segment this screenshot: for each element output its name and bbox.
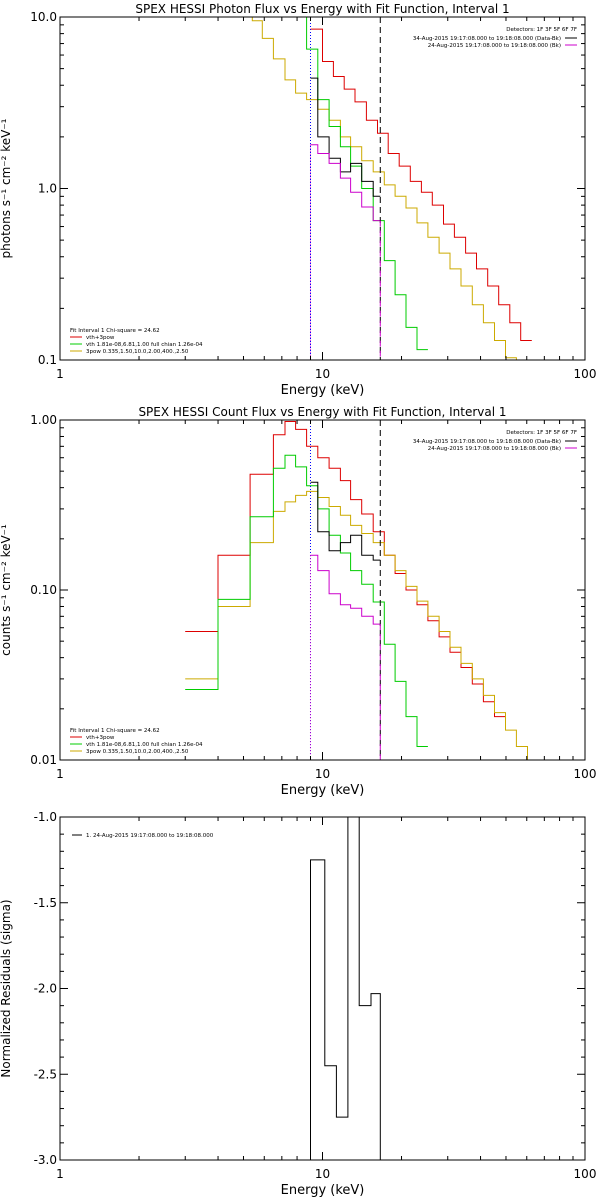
y-axis-label: counts s⁻¹ cm⁻² keV⁻¹ xyxy=(0,524,13,656)
legend-header: Detectors: 1F 3F 5F 6F 7F xyxy=(506,430,577,436)
legend-entry: 24-Aug-2015 19:17:08.000 to 19:18:08.000… xyxy=(428,43,561,49)
plot-frame xyxy=(59,419,586,761)
y-tick-label: -3.0 xyxy=(34,1153,57,1167)
y-tick-label: 1.00 xyxy=(30,413,57,427)
series-group xyxy=(310,817,381,1160)
fit-legend-entry: 3pow 0.335,1.50,10.0,2.00,400.,2.50 xyxy=(86,349,189,355)
y-tick-label: -1.5 xyxy=(34,896,57,910)
fit-legend-entry: vth 1.81e-08,6.81,1.00 full chian 1.26e-… xyxy=(86,342,203,348)
y-tick-label: 0.10 xyxy=(30,583,57,597)
chart-panel-3: 1 10 100 Energy (keV) -3.0 -2.5 -2.0 -1.5 -1.0 No… xyxy=(0,810,596,1198)
series-line-2 xyxy=(251,17,517,360)
legend-header: Detectors: 1F 3F 5F 6F 7F xyxy=(506,27,577,33)
chart-panel-1: SPEX HESSI Photon Flux vs Energy with Fi… xyxy=(0,2,597,398)
fit-legend-entry: 3pow 0.335,1.50,10.0,2.00,400.,2.50 xyxy=(86,749,189,755)
fit-legend-header: Fit Interval 1 Chi-square = 24.62 xyxy=(70,728,160,734)
plot-frame xyxy=(59,16,586,361)
x-axis-label: Energy (keV) xyxy=(281,1183,365,1198)
chart-title: SPEX HESSI Count Flux vs Energy with Fit… xyxy=(138,405,506,419)
series-line-4 xyxy=(310,77,381,197)
y-tick-label: 0.01 xyxy=(30,753,57,767)
series-line-3 xyxy=(185,454,428,747)
x-tick-label: 100 xyxy=(574,1167,597,1181)
x-tick-label: 1 xyxy=(56,367,64,381)
plot-frame xyxy=(59,816,586,1161)
y-tick-label: -1.0 xyxy=(34,810,57,824)
series-line-1 xyxy=(310,28,532,341)
y-axis-label: Normalized Residuals (sigma) xyxy=(0,899,13,1077)
fit-legend-entry: vth+3pow xyxy=(86,335,115,341)
x-axis-label: Energy (keV) xyxy=(281,783,365,798)
series-line-1 xyxy=(185,421,506,718)
series-group xyxy=(185,421,528,760)
series-line-5 xyxy=(310,144,381,222)
y-tick-label: 0.1 xyxy=(38,353,57,367)
series-group xyxy=(251,17,532,360)
fit-legend-entry: vth+3pow xyxy=(86,735,115,741)
series-line-5 xyxy=(310,554,381,625)
series-line-2 xyxy=(185,490,528,760)
y-tick-label: 10.0 xyxy=(30,10,57,24)
fit-legend-header: Fit Interval 1 Chi-square = 24.62 xyxy=(70,328,160,334)
x-axis-label: Energy (keV) xyxy=(281,383,365,398)
x-tick-label: 10 xyxy=(315,367,330,381)
legend-entry: 34-Aug-2015 19:17:08.000 to 19:18:08.000… xyxy=(413,439,561,445)
x-tick-label: 10 xyxy=(315,767,330,781)
x-tick-label: 100 xyxy=(574,367,597,381)
x-tick-label: 10 xyxy=(315,1167,330,1181)
series-line-1 xyxy=(310,817,381,1160)
y-tick-label: -2.0 xyxy=(34,982,57,996)
series-line-3 xyxy=(306,17,428,351)
legend-entry: 1. 24-Aug-2015 19:17:08.000 to 19:18:08.… xyxy=(86,833,214,839)
x-tick-label: 1 xyxy=(56,767,64,781)
y-axis-label: photons s⁻¹ cm⁻² keV⁻¹ xyxy=(0,118,13,258)
x-tick-label: 100 xyxy=(574,767,597,781)
x-tick-label: 1 xyxy=(56,1167,64,1181)
y-tick-label: 1.0 xyxy=(38,182,57,196)
series-line-4 xyxy=(310,481,381,561)
legend-entry: 34-Aug-2015 19:17:08.000 to 19:18:08.000… xyxy=(413,36,561,42)
chart-title: SPEX HESSI Photon Flux vs Energy with Fi… xyxy=(135,2,509,16)
fit-legend-entry: vth 1.81e-08,6.81,1.00 full chian 1.26e-… xyxy=(86,742,203,748)
y-tick-label: -2.5 xyxy=(34,1067,57,1081)
legend-entry: 24-Aug-2015 19:17:08.000 to 19:18:08.000… xyxy=(428,446,561,452)
chart-panel-2: SPEX HESSI Count Flux vs Energy with Fit… xyxy=(0,405,597,798)
